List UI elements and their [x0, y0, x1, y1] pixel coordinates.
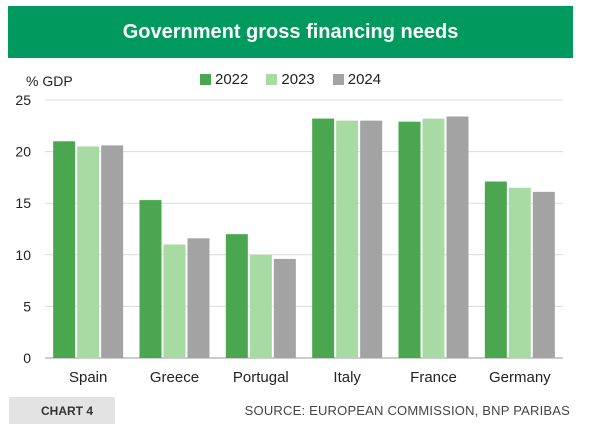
- bar-portugal-2022: [225, 234, 248, 358]
- legend-item-2024: 2024: [332, 71, 382, 88]
- bar-italy-2024: [360, 120, 383, 358]
- bar-france-2022: [398, 121, 421, 358]
- y-tick-label-15: 15: [15, 195, 31, 211]
- bar-italy-2022: [312, 118, 335, 359]
- chart-title: Government gross financing needs: [8, 6, 573, 58]
- y-tick-label-10: 10: [15, 247, 31, 263]
- bar-france-2023: [422, 118, 445, 359]
- legend-item-2023: 2023: [266, 71, 315, 88]
- legend-swatch-2023: [266, 74, 278, 85]
- bar-italy-2023: [336, 120, 359, 358]
- bar-germany-2023: [508, 187, 531, 358]
- legend-item-2022: 2022: [200, 71, 248, 88]
- y-tick-label-25: 25: [15, 92, 31, 108]
- bar-germany-2024: [532, 191, 555, 358]
- bar-france-2024: [446, 116, 469, 359]
- legend-label-2022: 2022: [215, 71, 249, 88]
- y-tick-label-20: 20: [15, 144, 31, 160]
- source-note: SOURCE: EUROPEAN COMMISSION, BNP PARIBAS: [244, 403, 570, 418]
- bar-greece-2022: [139, 200, 162, 358]
- chart-number-badge: CHART 4: [9, 397, 115, 424]
- legend-label-2023: 2023: [281, 71, 315, 88]
- legend-swatch-2022: [200, 74, 211, 85]
- x-tick-label-italy: Italy: [333, 369, 361, 386]
- bar-germany-2022: [484, 181, 507, 358]
- y-tick-label-0: 0: [23, 350, 31, 366]
- bar-spain-2024: [101, 145, 124, 358]
- legend-swatch-2024: [332, 74, 344, 85]
- bar-spain-2023: [77, 146, 100, 358]
- bar-greece-2024: [187, 238, 210, 358]
- x-tick-label-spain: Spain: [69, 369, 107, 386]
- legend-label-2024: 2024: [347, 71, 382, 88]
- x-tick-label-greece: Greece: [150, 369, 199, 386]
- bar-spain-2022: [53, 141, 76, 358]
- x-tick-label-france: France: [410, 369, 457, 386]
- y-axis-unit-label: % GDP: [26, 73, 73, 89]
- bar-greece-2023: [163, 244, 186, 358]
- bar-portugal-2023: [249, 254, 272, 358]
- x-tick-label-germany: Germany: [489, 369, 551, 386]
- x-tick-label-portugal: Portugal: [233, 369, 289, 386]
- y-tick-label-5: 5: [23, 298, 31, 314]
- legend: 2022 2023 2024: [200, 71, 399, 88]
- bar-portugal-2024: [273, 258, 296, 358]
